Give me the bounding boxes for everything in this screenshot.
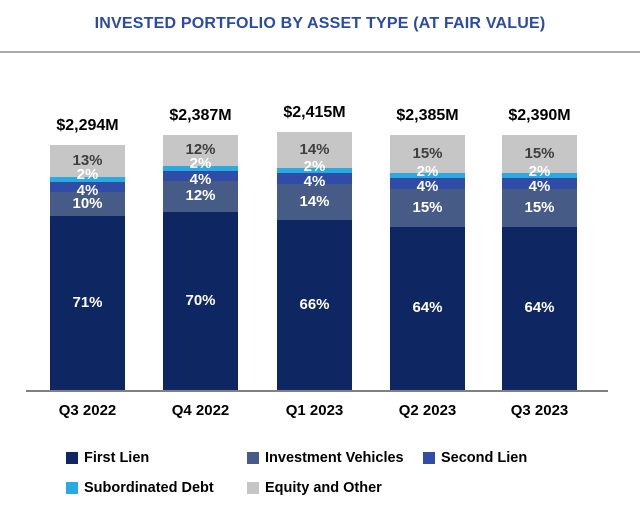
- legend-label: Equity and Other: [265, 480, 382, 496]
- bar-total-label: $2,294M: [56, 117, 119, 134]
- bar-total-label: $2,415M: [283, 104, 346, 121]
- segment-value-label: 2%: [303, 157, 326, 175]
- segment-subordinated-debt: [50, 176, 125, 182]
- legend-swatch-second-lien: [423, 452, 435, 464]
- segment-equity-and-other: [163, 135, 238, 166]
- segment-value-label: 70%: [185, 291, 216, 309]
- segment-value-label: 15%: [412, 145, 443, 163]
- segment-value-label: 15%: [412, 198, 443, 216]
- segment-value-label: 66%: [299, 295, 330, 313]
- legend-swatch-subordinated-debt: [66, 482, 78, 494]
- legend-label: First Lien: [84, 450, 150, 466]
- segment-investment-vehicles: [390, 188, 465, 227]
- bar-q3-2023: 64% 15% 4% 2% 15%: [502, 135, 577, 390]
- legend-label: Second Lien: [441, 450, 528, 466]
- segment-second-lien: [390, 178, 465, 189]
- x-axis-label-q3-2023: Q3 2023: [510, 402, 569, 419]
- segment-first-lien: [163, 211, 238, 390]
- x-axis-label-q4-2022: Q4 2022: [171, 402, 230, 419]
- segment-value-label: 4%: [528, 178, 551, 196]
- segment-value-label: 10%: [72, 194, 103, 212]
- segment-value-label: 2%: [416, 162, 439, 180]
- legend-item-investment-vehicles: Investment Vehicles: [247, 450, 404, 466]
- bar-q2-2023: 64% 15% 4% 2% 15%: [390, 135, 465, 390]
- segment-subordinated-debt: [277, 168, 352, 174]
- bar-total-label: $2,390M: [508, 107, 571, 124]
- x-axis-label-q3-2022: Q3 2022: [58, 402, 117, 419]
- segment-value-label: 4%: [416, 178, 439, 196]
- segment-value-label: 14%: [299, 141, 330, 159]
- segment-value-label: 12%: [185, 187, 216, 205]
- segment-equity-and-other: [50, 145, 125, 177]
- segment-second-lien: [50, 181, 125, 192]
- x-axis-label-q1-2023: Q1 2023: [285, 402, 344, 419]
- chart-title: INVESTED PORTFOLIO BY ASSET TYPE (AT FAI…: [94, 15, 546, 32]
- segment-first-lien: [390, 226, 465, 390]
- x-axis-line: [26, 390, 608, 392]
- segment-investment-vehicles: [277, 183, 352, 220]
- segment-subordinated-debt: [502, 173, 577, 179]
- segment-subordinated-debt: [163, 165, 238, 171]
- segment-value-label: 4%: [189, 170, 212, 188]
- segment-second-lien: [277, 173, 352, 184]
- segment-second-lien: [163, 170, 238, 181]
- segment-value-label: 4%: [76, 181, 99, 199]
- segment-value-label: 64%: [412, 299, 443, 317]
- segment-value-label: 2%: [189, 155, 212, 173]
- legend-item-subordinated-debt: Subordinated Debt: [66, 480, 214, 496]
- segment-value-label: 15%: [524, 198, 555, 216]
- x-axis-label-q2-2023: Q2 2023: [398, 402, 457, 419]
- segment-value-label: 2%: [76, 166, 99, 184]
- segment-first-lien: [50, 216, 125, 390]
- segment-value-label: 2%: [528, 162, 551, 180]
- legend-label: Subordinated Debt: [84, 480, 214, 496]
- segment-value-label: 15%: [524, 145, 555, 163]
- segment-investment-vehicles: [502, 188, 577, 227]
- segment-value-label: 12%: [185, 141, 216, 159]
- bar-q4-2022: 70% 12% 4% 2% 12%: [163, 135, 238, 390]
- segment-first-lien: [277, 219, 352, 390]
- segment-equity-and-other: [390, 135, 465, 174]
- bar-q3-2022: 71% 10% 4% 2% 13%: [50, 145, 125, 390]
- legend-swatch-investment-vehicles: [247, 452, 259, 464]
- segment-investment-vehicles: [50, 191, 125, 217]
- segment-first-lien: [502, 226, 577, 390]
- title-divider: [0, 51, 640, 53]
- bar-total-label: $2,385M: [396, 107, 459, 124]
- legend-item-equity-and-other: Equity and Other: [247, 480, 382, 496]
- segment-second-lien: [502, 178, 577, 189]
- segment-value-label: 14%: [299, 192, 330, 210]
- legend-item-first-lien: First Lien: [66, 450, 150, 466]
- segment-value-label: 71%: [72, 294, 103, 312]
- segment-value-label: 4%: [303, 173, 326, 191]
- legend-swatch-equity-and-other: [247, 482, 259, 494]
- legend-item-second-lien: Second Lien: [423, 450, 528, 466]
- segment-equity-and-other: [502, 135, 577, 174]
- bar-total-label: $2,387M: [169, 107, 232, 124]
- segment-value-label: 13%: [72, 151, 103, 169]
- bar-q1-2023: 66% 14% 4% 2% 14%: [277, 132, 352, 390]
- segment-investment-vehicles: [163, 180, 238, 212]
- segment-equity-and-other: [277, 132, 352, 169]
- legend-swatch-first-lien: [66, 452, 78, 464]
- segment-subordinated-debt: [390, 173, 465, 179]
- legend-label: Investment Vehicles: [265, 450, 404, 466]
- segment-value-label: 64%: [524, 299, 555, 317]
